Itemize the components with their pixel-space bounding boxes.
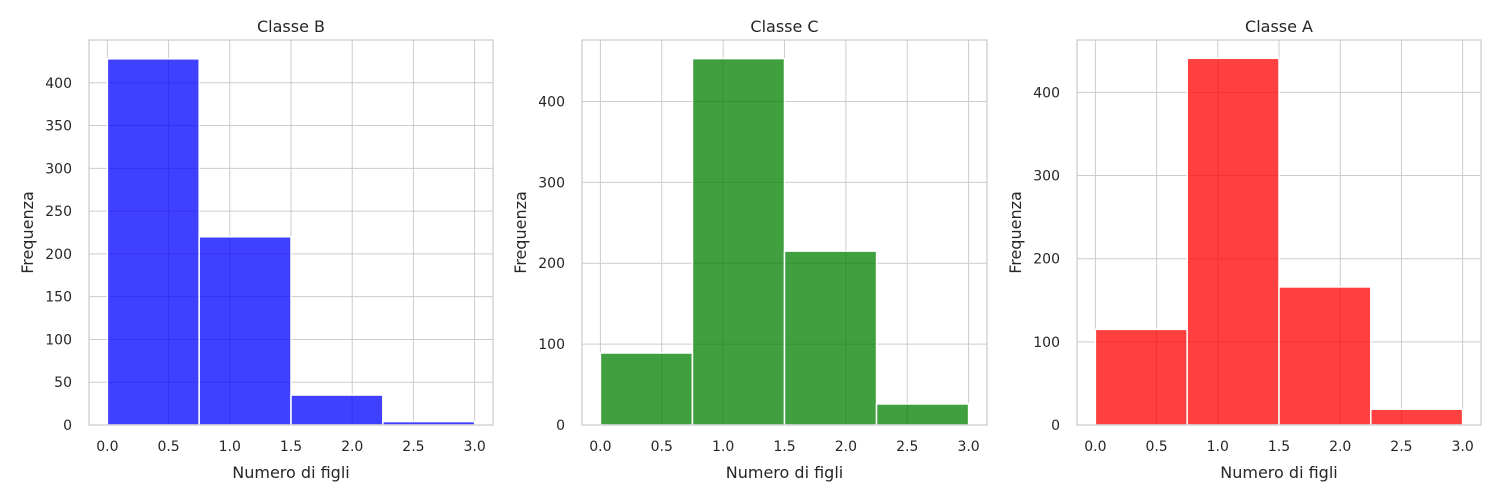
x-tick-label: 2.0 [1329,439,1351,455]
y-tick-label: 0 [1051,418,1060,434]
chart-title: Classe C [750,17,818,36]
x-tick-label: 0.5 [157,439,179,455]
x-tick-label: 2.5 [896,439,918,455]
y-tick-label: 0 [63,418,72,434]
histogram-bar [691,57,786,426]
histogram-panel-3: 0.0 0.5 1.0 1.5 2.0 2.5 3.0 0 100 200 300 400 Classe… [1006,17,1482,482]
y-tick-label: 400 [1033,85,1060,101]
x-tick-label: 0.0 [589,439,611,455]
x-tick-label: 1.0 [712,439,734,455]
x-tick-label: 2.0 [341,439,363,455]
histogram-bar [198,236,292,426]
x-axis-label: Numero di figli [726,463,843,482]
x-tick-label: 3.0 [1452,439,1474,455]
axes-frame [1076,39,1482,426]
histogram-bar [290,394,384,426]
x-tick-label: 3.0 [957,439,979,455]
y-tick-label: 350 [45,119,72,135]
chart-title: Classe B [257,17,325,36]
axes-frame [88,39,494,426]
histogram-bar [1370,408,1464,426]
y-tick-label: 300 [45,161,72,177]
histogram-bar [1094,328,1188,426]
histogram-bar [783,250,878,426]
x-tick-label: 1.5 [773,439,795,455]
histogram-bar [106,58,200,426]
x-tick-label: 1.5 [280,439,302,455]
y-axis-label: Frequenza [511,191,530,274]
y-tick-label: 150 [45,290,72,306]
x-axis-label: Numero di figli [1220,463,1337,482]
histogram-bar [1186,57,1280,426]
histogram-bar [599,352,694,426]
y-tick-label: 100 [45,332,72,348]
y-tick-label: 100 [1033,335,1060,351]
y-tick-label: 300 [538,175,565,191]
y-axis-label: Frequenza [18,191,37,274]
x-axis-label: Numero di figli [232,463,349,482]
y-tick-label: 200 [538,256,565,272]
x-tick-label: 0.5 [651,439,673,455]
x-tick-label: 3.0 [464,439,486,455]
x-tick-label: 1.0 [1207,439,1229,455]
histogram-panel-1: 0.0 0.5 1.0 1.5 2.0 2.5 3.0 0 50 100 150 200 250 300 3… [18,17,494,482]
y-tick-label: 300 [1033,169,1060,185]
histogram-panel-2: 0.0 0.5 1.0 1.5 2.0 2.5 3.0 0 100 200 300 400 Classe… [511,17,988,482]
x-tick-label: 1.0 [219,439,241,455]
x-tick-label: 0.5 [1145,439,1167,455]
y-tick-label: 400 [45,76,72,92]
histogram-bar [875,403,970,426]
y-tick-label: 50 [54,375,72,391]
histogram-bar [1278,286,1372,426]
x-tick-label: 0.0 [96,439,118,455]
y-tick-label: 100 [538,337,565,353]
y-tick-label: 250 [45,204,72,220]
y-tick-label: 200 [1033,252,1060,268]
chart-title: Classe A [1245,17,1313,36]
y-tick-label: 0 [556,418,565,434]
y-tick-label: 400 [538,94,565,110]
x-tick-label: 2.5 [402,439,424,455]
y-tick-label: 200 [45,247,72,263]
x-tick-label: 1.5 [1268,439,1290,455]
x-tick-label: 2.5 [1390,439,1412,455]
axes-frame [581,39,988,426]
x-tick-label: 0.0 [1084,439,1106,455]
y-axis-label: Frequenza [1006,191,1025,274]
x-tick-label: 2.0 [835,439,857,455]
